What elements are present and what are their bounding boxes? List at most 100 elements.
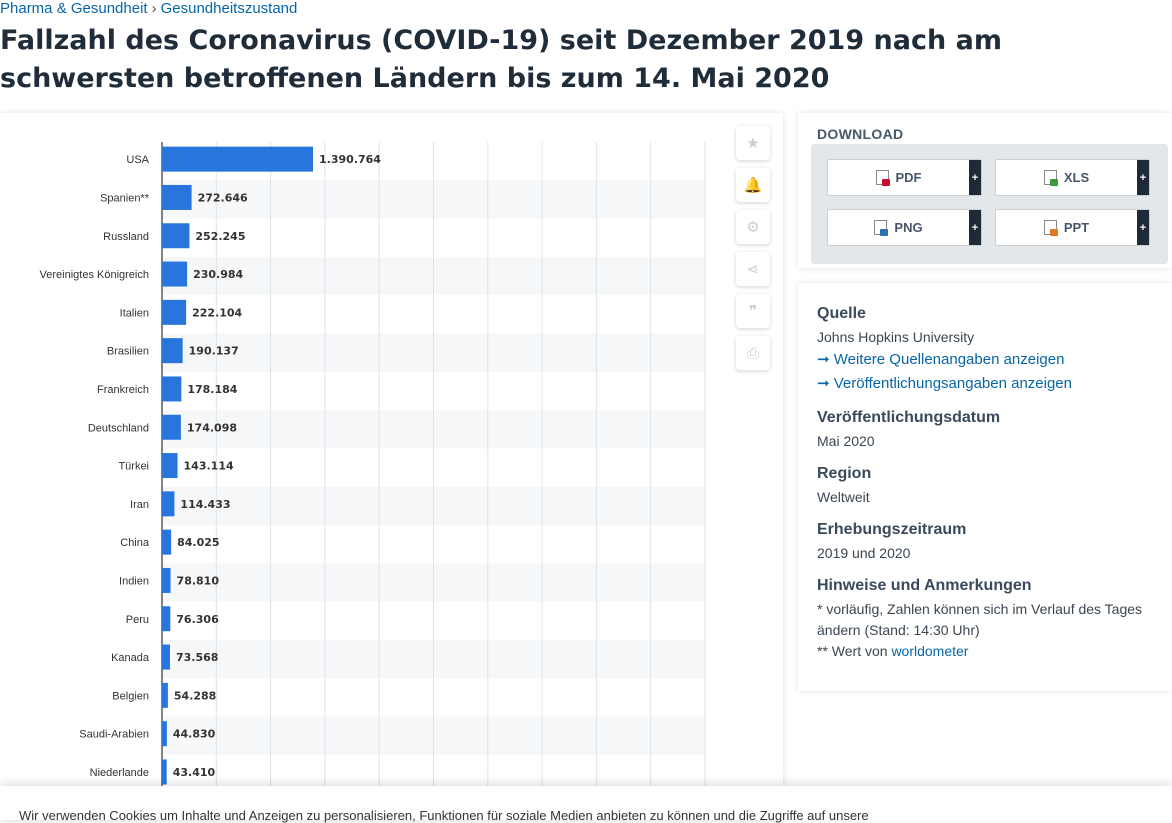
quote-icon: ❞ [748,303,758,320]
breadcrumb-link-pharma[interactable]: Pharma & Gesundheit [0,0,148,17]
bar[interactable] [162,529,172,555]
value-label: 73.568 [176,651,218,664]
category-label: Vereinigtes Königreich [40,269,149,281]
value-label: 1.390.764 [319,153,381,166]
category-label: Türkei [118,461,149,473]
publication-info-link[interactable]: ➞ Veröffentlichungsangaben anzeigen [817,375,1072,392]
bar[interactable] [162,146,314,172]
bar[interactable] [162,453,178,479]
download-png-button[interactable]: PNG + [827,209,982,246]
category-label: Kanada [111,652,150,664]
value-label: 252.245 [195,230,245,243]
star-icon: ★ [746,135,760,152]
bar[interactable] [162,644,170,670]
value-label: 222.104 [192,306,242,319]
download-panel: PDF + XLS + PNG + PPT + [811,144,1168,264]
share-button[interactable]: ⋖ [736,252,770,286]
category-label: Brasilien [107,346,149,358]
category-label: Italien [120,307,149,319]
bar[interactable] [162,299,187,325]
category-label: Belgien [112,690,149,702]
category-label: Russland [103,231,149,243]
bar[interactable] [162,682,168,708]
print-button[interactable]: ⎙ [736,336,770,370]
star-button[interactable]: ★ [736,126,770,160]
bar[interactable] [162,223,190,249]
category-label: Iran [130,499,149,511]
ppt-icon [1043,220,1058,236]
bar[interactable] [162,567,171,593]
bar-chart: USA 1.390.764 Spanien** 272.646 Russland 252.… [40,142,706,800]
download-pdf-plus[interactable]: + [969,160,981,195]
notes-heading: Hinweise und Anmerkungen [817,577,1032,594]
pdf-icon [875,170,890,186]
note-worldometer-prefix: ** Wert von [817,643,892,659]
worldometer-link[interactable]: worldometer [891,643,969,659]
info-card: Quelle Johns Hopkins University ➞ Weiter… [798,283,1172,691]
bell-icon: 🔔 [743,177,763,194]
quote-button[interactable]: ❞ [736,294,770,328]
category-label: Spanien** [100,192,150,204]
category-label: Saudi-Arabien [79,729,149,741]
value-label: 76.306 [176,613,219,626]
value-label: 190.137 [189,345,239,358]
page-title: Fallzahl des Coronavirus (COVID-19) seit… [0,25,1002,94]
value-label: 43.410 [173,766,216,779]
value-label: 230.984 [193,268,243,281]
pubdate-value: Mai 2020 [817,433,875,449]
download-pdf-button[interactable]: PDF + [827,159,982,196]
download-title: DOWNLOAD [817,126,904,142]
value-label: 44.830 [173,728,216,741]
download-ppt-plus[interactable]: + [1137,210,1149,245]
value-label: 272.646 [198,191,248,204]
bar[interactable] [162,721,167,747]
value-label: 178.184 [187,383,237,396]
gear-button[interactable]: ⚙ [736,210,770,244]
download-xls-button[interactable]: XLS + [995,159,1150,196]
download-png-plus[interactable]: + [969,210,981,245]
breadcrumb-link-gesundheitszustand[interactable]: Gesundheitszustand [160,0,298,17]
download-png-label: PNG [894,220,923,235]
xls-icon [1043,170,1058,186]
chart-card: USA 1.390.764 Spanien** 272.646 Russland 252.… [0,113,783,820]
bar[interactable] [162,261,188,287]
bar[interactable] [162,759,167,785]
note-worldometer: ** Wert von worldometer [817,641,1167,662]
region-value: Weltweit [817,489,870,505]
bar[interactable] [162,606,171,632]
download-ppt-label: PPT [1063,220,1090,235]
category-label: Deutschland [88,422,149,434]
gear-icon: ⚙ [746,219,760,236]
download-card: DOWNLOAD PDF + XLS + PNG + PPT + [798,113,1172,268]
region-heading: Region [817,465,872,482]
value-label: 54.288 [174,689,216,702]
bar[interactable] [162,338,183,364]
value-label: 174.098 [187,421,237,434]
source-value: Johns Hopkins University [817,329,975,345]
category-label: Indien [119,575,149,587]
value-label: 114.433 [180,498,230,511]
breadcrumb-separator: › [151,0,157,17]
value-label: 143.114 [184,460,234,473]
bar[interactable] [162,184,192,210]
cookie-banner: Wir verwenden Cookies um Inhalte und Anz… [0,786,1172,823]
bar[interactable] [162,491,175,517]
share-icon: ⋖ [746,261,760,278]
download-ppt-button[interactable]: PPT + [995,209,1150,246]
source-heading: Quelle [817,305,866,322]
pubdate-heading: Veröffentlichungsdatum [817,409,1001,426]
bar[interactable] [162,376,182,402]
category-label: Niederlande [90,767,149,779]
more-sources-link[interactable]: ➞ Weitere Quellenangaben anzeigen [817,351,1065,368]
print-icon: ⎙ [746,344,759,362]
bell-button[interactable]: 🔔 [736,168,770,202]
category-label: Frankreich [97,384,149,396]
period-heading: Erhebungszeitraum [817,521,967,538]
download-xls-plus[interactable]: + [1137,160,1149,195]
category-label: USA [126,154,149,166]
png-icon [874,220,889,236]
period-value: 2019 und 2020 [817,545,911,561]
category-label: China [120,537,150,549]
note-preliminary: * vorläufig, Zahlen können sich im Verla… [817,601,1143,638]
bar[interactable] [162,414,181,440]
